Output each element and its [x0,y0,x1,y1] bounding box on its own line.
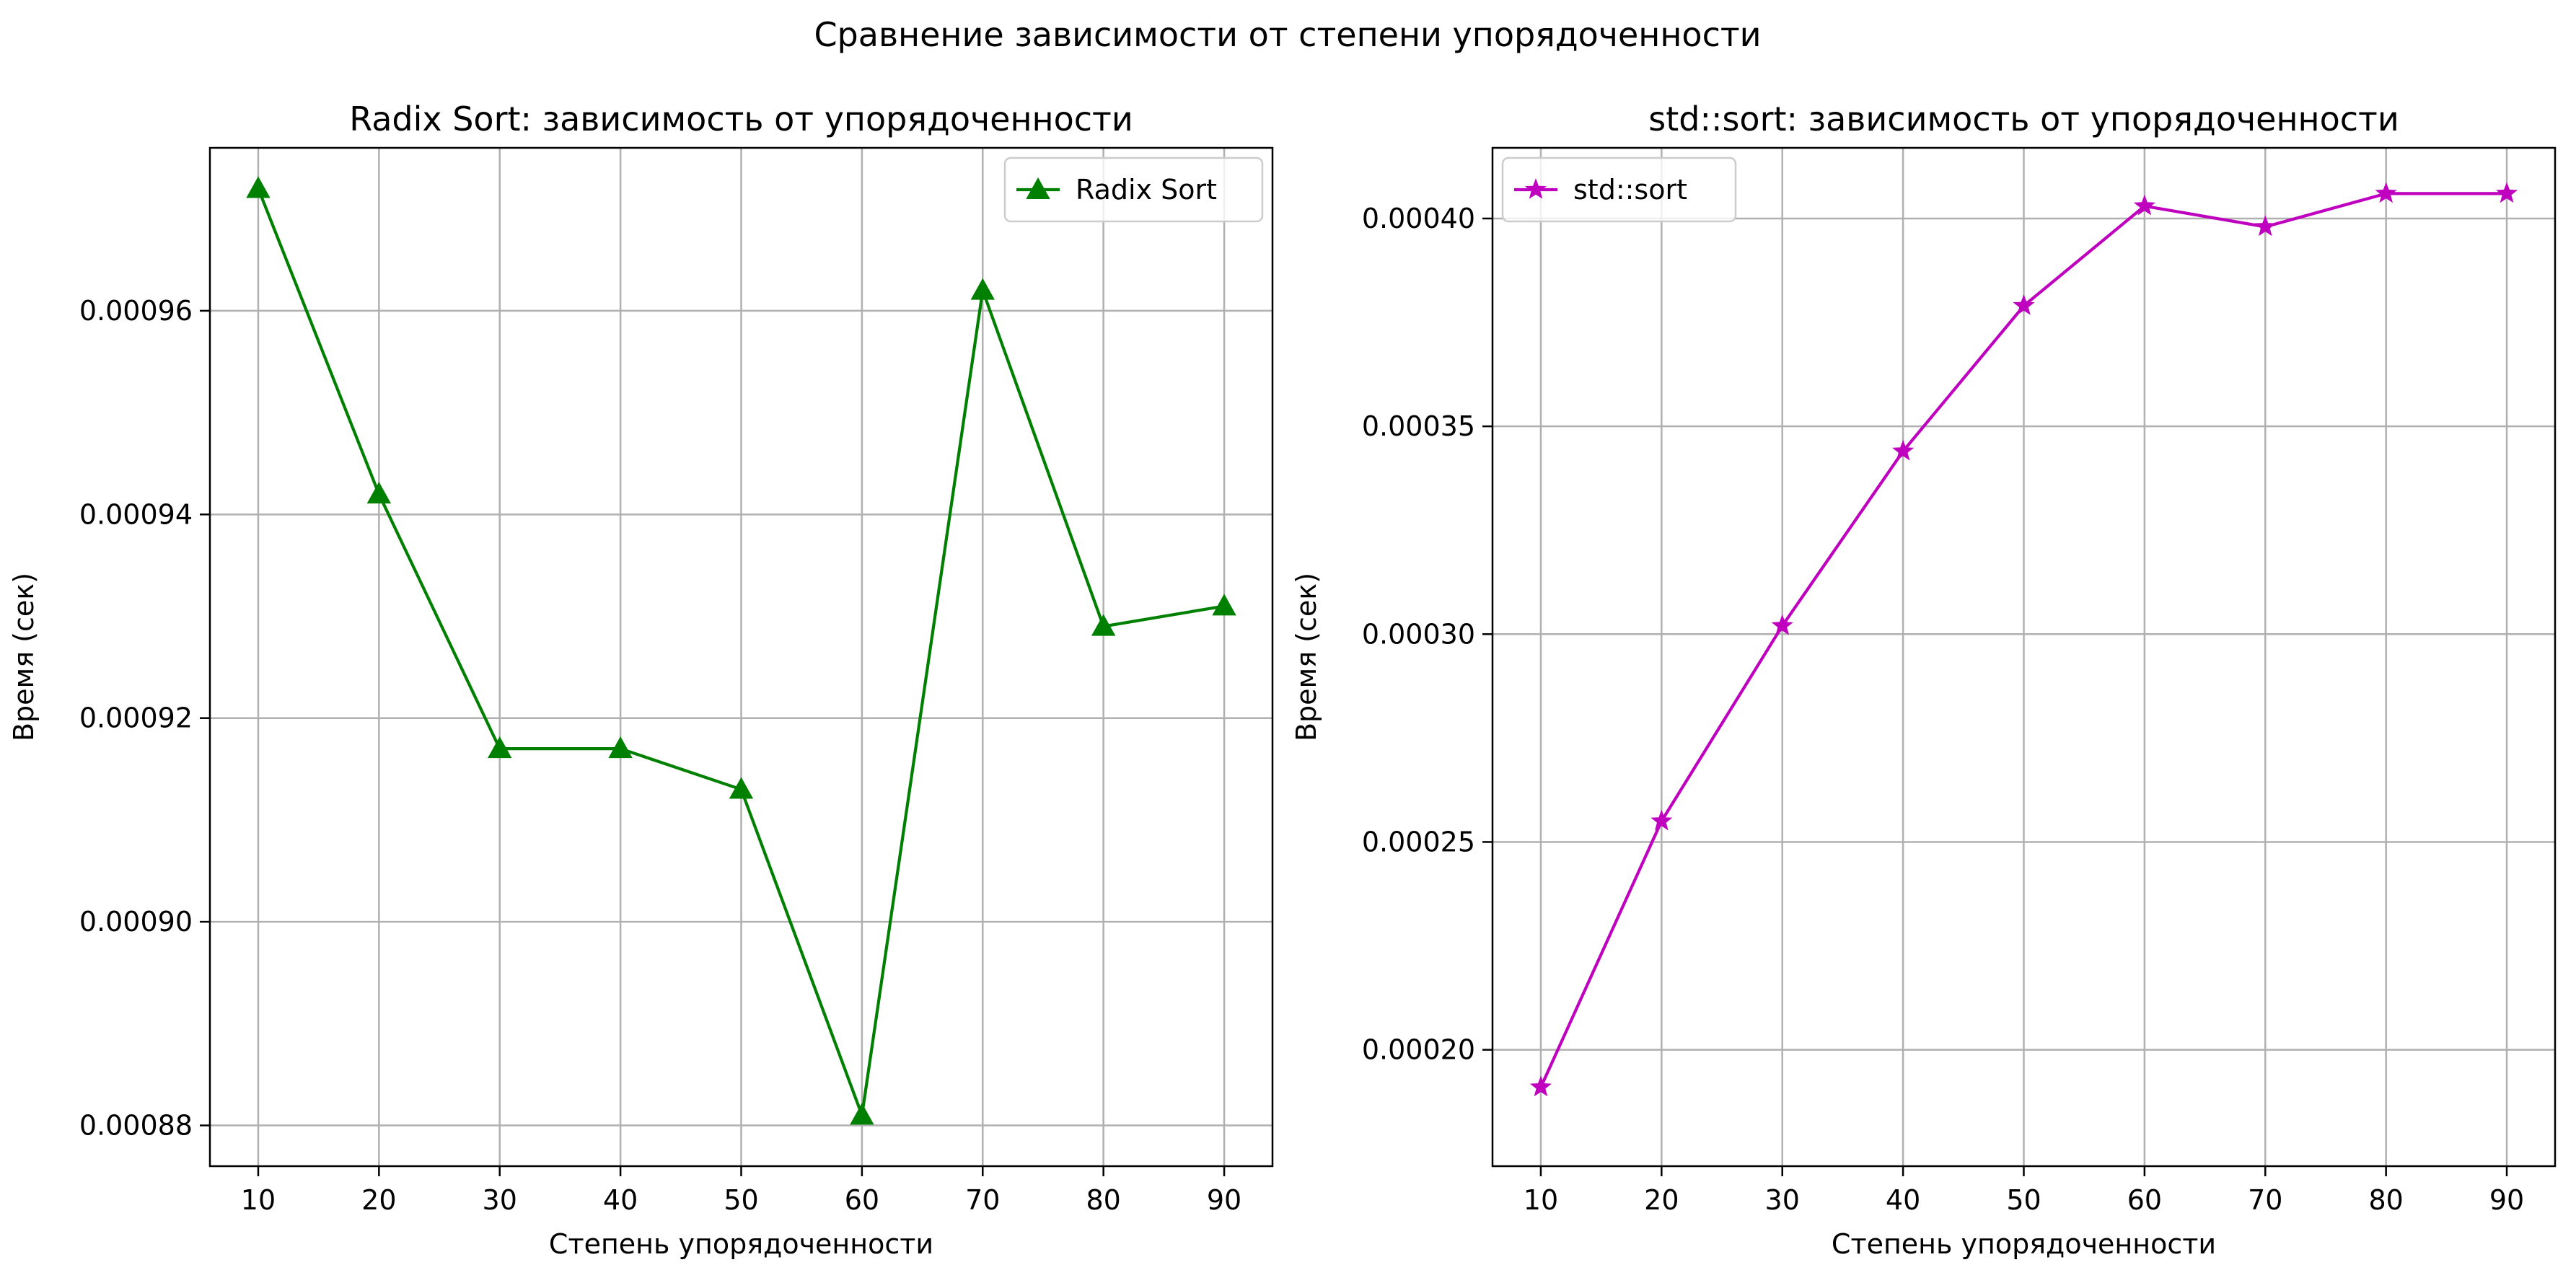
radix-sort-data-point [608,736,633,759]
std-sort-data-point [2013,294,2035,315]
radix-sort-data-point [1212,594,1236,616]
radix-sort-x-tick-label: 70 [965,1184,1000,1216]
std-sort-legend-marker [1524,178,1547,199]
std-sort-data-point [1891,439,1915,461]
radix-sort-x-tick-label: 90 [1207,1184,1241,1216]
std-sort-y-tick-label: 0.00030 [1362,618,1475,650]
std-sort-data-point [2496,182,2518,203]
radix-sort-y-tick-label: 0.00088 [79,1110,193,1142]
radix-sort-x-tick-label: 10 [241,1184,276,1216]
std-sort-y-tick-label: 0.00040 [1362,203,1475,234]
radix-sort-chart: 10 20 30 40 50 60 70 80 90 0.00088 0.00090 0.00092 0… [8,100,1274,1260]
radix-sort-data-point [729,777,754,799]
std-sort-x-tick-label: 20 [1644,1184,1679,1216]
radix-sort-legend-marker [1026,177,1050,199]
figure-suptitle: Сравнение зависимости от степени упорядо… [814,15,1761,54]
std-sort-legend: std::sort [1501,156,1737,223]
radix-sort-data-point [1091,614,1116,636]
std-sort-data-point [1650,809,1673,831]
std-sort-data-point [2133,194,2155,216]
std-sort-data-point [2254,215,2277,237]
std-sort-legend-label: std::sort [1573,174,1687,206]
std-sort-x-tick-label: 70 [2248,1184,2282,1216]
radix-sort-data-point [246,176,271,198]
std-sort-x-tick-label: 60 [2127,1184,2162,1216]
radix-sort-y-tick-label: 0.00096 [79,295,193,327]
radix-sort-chart-title: Radix Sort: зависимость от упорядоченнос… [349,100,1133,138]
radix-sort-x-tick-label: 20 [361,1184,396,1216]
radix-sort-data-point [850,1103,874,1125]
radix-sort-y-axis-label: Время (сек) [8,573,40,741]
std-sort-data-point [1771,614,1793,635]
radix-sort-data-point [366,482,392,504]
std-sort-x-tick-label: 80 [2368,1184,2403,1216]
std-sort-x-tick-label: 90 [2489,1184,2524,1216]
radix-sort-x-tick-label: 30 [483,1184,517,1216]
radix-sort-x-tick-label: 50 [724,1184,758,1216]
radix-sort-y-tick-label: 0.00092 [79,702,193,734]
std-sort-x-tick-label: 40 [1886,1184,1920,1216]
radix-sort-y-tick-label: 0.00090 [79,906,193,938]
std-sort-data-point [2375,182,2397,203]
std-sort-x-tick-label: 10 [1524,1184,1558,1216]
std-sort-y-tick-label: 0.00025 [1362,826,1475,857]
std-sort-chart: 10 20 30 40 50 60 70 80 90 0.00020 0.00025 0.00030 0… [1291,100,2557,1260]
radix-sort-legend-box [1003,156,1264,223]
std-sort-y-axis-label: Время (сек) [1291,573,1322,741]
radix-sort-x-tick-label: 80 [1086,1184,1120,1216]
std-sort-x-tick-label: 50 [2006,1184,2041,1216]
std-sort-chart-title: std::sort: зависимость от упорядоченност… [1648,100,2399,138]
radix-sort-legend: Radix Sort [1003,156,1264,223]
radix-sort-legend-label: Radix Sort [1076,174,1217,206]
radix-sort-data-point [488,736,512,759]
radix-sort-data-point [970,278,995,300]
radix-sort-x-tick-label: 40 [603,1184,638,1216]
std-sort-y-tick-label: 0.00020 [1362,1034,1475,1066]
std-sort-legend-box [1501,156,1737,223]
std-sort-y-tick-label: 0.00035 [1362,410,1475,442]
std-sort-x-axis-label: Степень упорядоченности [1832,1228,2216,1260]
radix-sort-x-tick-label: 60 [845,1184,879,1216]
std-sort-data-point [1529,1075,1552,1097]
std-sort-x-tick-label: 30 [1765,1184,1800,1216]
radix-sort-y-tick-label: 0.00094 [79,498,193,530]
radix-sort-x-axis-label: Степень упорядоченности [549,1228,933,1260]
